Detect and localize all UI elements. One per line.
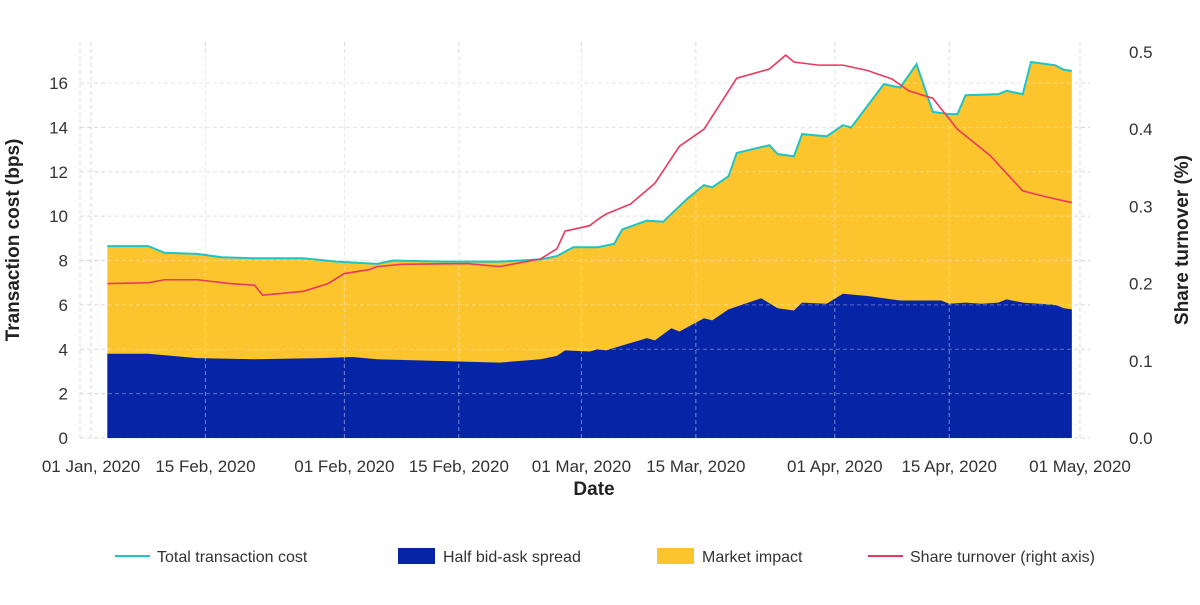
left-axis-ticks: 0 2 4 6 8 10 12 14 16: [49, 74, 68, 448]
y-tick-label: 8: [59, 252, 68, 271]
y-tick-label: 0: [59, 429, 68, 448]
y-tick-label: 6: [59, 296, 68, 315]
legend: Total transaction cost Half bid-ask sprea…: [115, 548, 1095, 566]
legend-label-share-turnover-right-axis: Share turnover (right axis): [910, 549, 1095, 566]
y-tick-label: 12: [49, 163, 68, 182]
legend-swatch-half-bid-ask-spread: [398, 548, 435, 564]
x-tick-label: 01 May, 2020: [1029, 457, 1131, 476]
y2-tick-label: 0.1: [1129, 352, 1153, 371]
legend-swatch-market-impact: [657, 548, 694, 564]
total-transaction-cost-line: [107, 60, 1072, 265]
line-series: [107, 54, 1073, 297]
y-tick-label: 4: [59, 340, 68, 359]
x-tick-label: 15 Feb, 2020: [155, 457, 255, 476]
half-bid-ask-spread-area: [107, 293, 1072, 438]
x-tick-label: 15 Feb, 2020: [409, 457, 509, 476]
area-series: [107, 52, 1075, 438]
x-tick-label: 01 Apr, 2020: [787, 457, 882, 476]
x-tick-label: 15 Apr, 2020: [901, 457, 996, 476]
x-tick-label: 01 Feb, 2020: [294, 457, 394, 476]
y-tick-label: 10: [49, 207, 68, 226]
x-tick-label: 15 Mar, 2020: [646, 457, 745, 476]
right-axis-ticks: 0.0 0.1 0.2 0.3 0.4 0.5: [1129, 43, 1153, 448]
x-axis-label: Date: [573, 479, 614, 500]
legend-label-total-transaction-cost: Total transaction cost: [157, 549, 308, 566]
y2-tick-label: 0.4: [1129, 120, 1153, 139]
y2-tick-label: 0.5: [1129, 43, 1153, 62]
x-tick-label: 01 Jan, 2020: [42, 457, 140, 476]
y2-tick-label: 0.3: [1129, 197, 1153, 216]
legend-label-half-bid-ask-spread: Half bid-ask spread: [443, 549, 581, 566]
y2-tick-label: 0.2: [1129, 275, 1153, 294]
share-turnover-line: [107, 54, 1073, 297]
y-tick-label: 2: [59, 385, 68, 404]
x-axis-ticks: 01 Jan, 2020 15 Feb, 2020 01 Feb, 2020 15 F…: [42, 457, 1131, 476]
x-tick-label: 01 Mar, 2020: [532, 457, 631, 476]
y-tick-label: 16: [49, 74, 68, 93]
y2-axis-label: Share turnover (%): [1172, 155, 1193, 325]
y2-tick-label: 0.0: [1129, 429, 1153, 448]
y-tick-label: 14: [49, 118, 68, 137]
legend-label-market-impact: Market impact: [702, 549, 803, 566]
y-axis-label: Transaction cost (bps): [3, 139, 24, 342]
